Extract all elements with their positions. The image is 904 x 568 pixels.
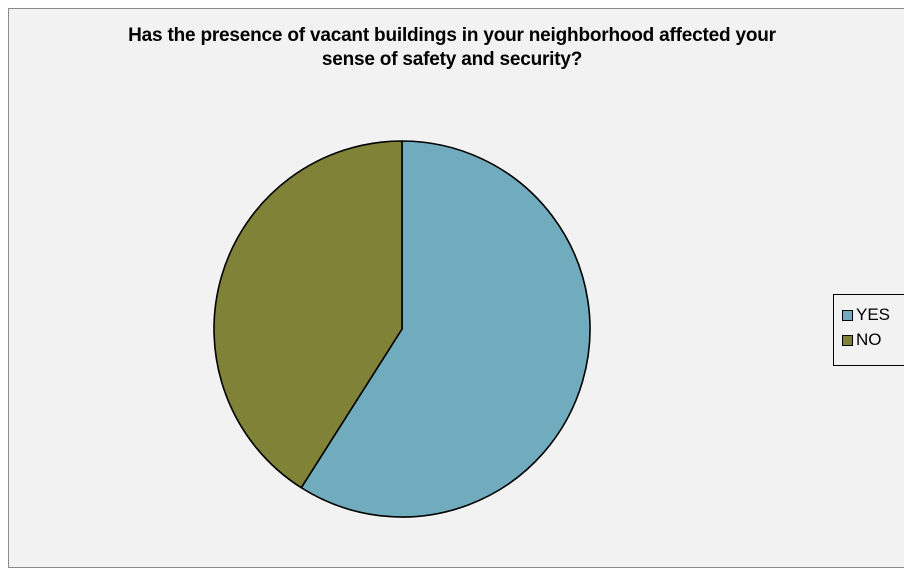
chart-title-line-1: Has the presence of vacant buildings in … (128, 25, 776, 46)
pie-slice-yes (300, 140, 591, 518)
chart-title-line-2: sense of safety and security? (321, 49, 583, 70)
legend-item-yes: YES (842, 305, 890, 325)
legend: YES NO (833, 294, 904, 366)
pie-slice-no (213, 140, 403, 489)
legend-swatch-yes (842, 309, 853, 321)
pie-chart (213, 140, 591, 518)
legend-item-no: NO (842, 330, 882, 350)
chart-title: Has the presence of vacant buildings in … (0, 24, 904, 72)
legend-swatch-no (842, 334, 853, 346)
legend-label-yes: YES (856, 305, 891, 324)
legend-label-no: NO (856, 330, 882, 349)
